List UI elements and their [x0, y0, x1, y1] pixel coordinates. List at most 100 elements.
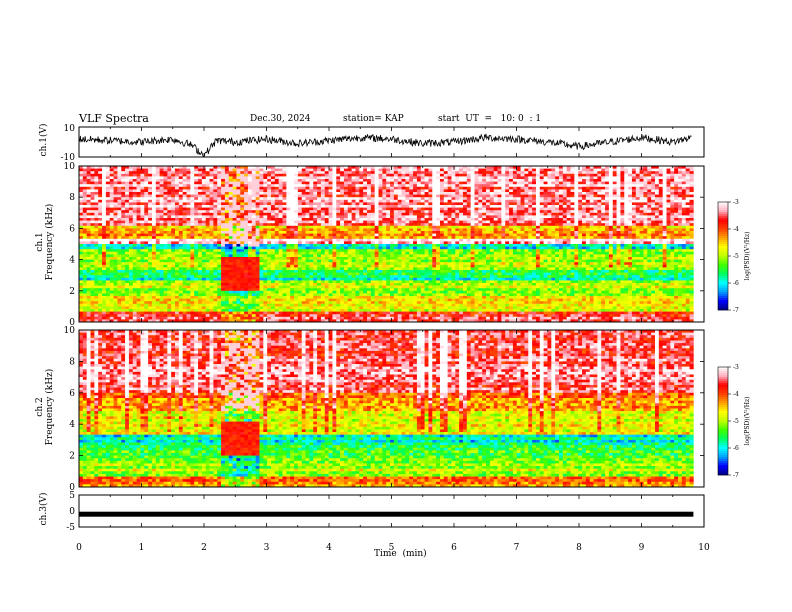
ch1-spectrogram-cell [535, 176, 541, 180]
ch1-spectrogram-cell [393, 236, 399, 240]
ch1-spectrogram-cell [631, 173, 637, 177]
ch1-spectrogram-cell [509, 192, 514, 195]
ch1-spectrogram-cell [555, 194, 560, 198]
ch1-spectrogram-cell [474, 241, 479, 245]
ch1-spectrogram-cell [524, 199, 529, 203]
ch1-spectrogram-cell [240, 168, 245, 172]
ch1-spectrogram-cell [493, 236, 498, 240]
ch1-spectrogram-cell [263, 168, 268, 172]
ch1-spectrogram-cell [194, 189, 199, 193]
ch1-spectrogram-cell [451, 194, 456, 198]
ch1-spectrogram-cell [616, 184, 621, 188]
ch1-spectrogram-cell [585, 192, 590, 195]
ch1-spectrogram-cell [489, 233, 494, 237]
ch1-spectrogram-cell [259, 241, 264, 245]
ch1-spectrogram-cell [639, 199, 644, 203]
ch1-spectrogram-cell [628, 212, 633, 216]
ch1-spectrogram-cell [466, 166, 471, 169]
ch1-spectrogram-cell [132, 207, 137, 211]
ch1-spectrogram-cell [286, 228, 291, 232]
ch1-spectrogram-cell [436, 205, 441, 208]
ch1-spectrogram-cell [416, 199, 422, 203]
ch1-spectrogram-cell [113, 233, 118, 237]
ch1-spectrogram-cell [355, 173, 360, 177]
ch1-spectrogram-cell [317, 212, 322, 216]
ch1-spectrogram-cell [351, 212, 356, 216]
ch1-spectrogram-cell [524, 241, 529, 245]
ch1-spectrogram-cell [509, 173, 514, 177]
ch1-spectrogram-cell [198, 194, 203, 198]
ch1-spectrogram-cell [374, 186, 379, 190]
ch1-spectrogram-cell [532, 176, 537, 180]
ch1-spectrogram-cell [478, 181, 483, 185]
ch1-spectrogram-cell [674, 194, 679, 198]
ch1-spectrogram-cell [628, 197, 633, 201]
ch1-spectrogram-cell [589, 171, 594, 175]
ch1-spectrogram-cell [624, 194, 629, 198]
ch1-spectrogram-cell [201, 225, 207, 229]
ch1-spectrogram-cell [267, 186, 272, 190]
ch1-spectrogram-cell [370, 186, 375, 190]
ch1-spectrogram-cell [324, 173, 329, 177]
ch1-spectrogram-cell [512, 225, 518, 229]
ch1-spectrogram-cell [198, 220, 203, 224]
ch1-spectrogram-cell [221, 223, 226, 227]
ch1-spectrogram-cell [593, 236, 598, 240]
ch1-spectrogram-cell [509, 215, 514, 219]
ch1-spectrogram-cell [274, 171, 279, 175]
ch1-spectrogram-cell [589, 228, 594, 232]
ch1-spectrogram-cell [432, 179, 437, 182]
ch1-spectrogram-cell [589, 189, 594, 193]
ch1-spectrogram-cell [551, 166, 556, 169]
ch1-spectrogram-cell [436, 207, 441, 211]
ch1-spectrogram-cell [359, 233, 364, 237]
ch1-spectrogram-cell [451, 228, 456, 232]
ch1-spectrogram-cell [374, 173, 379, 177]
ch1-spectrogram-cell [351, 179, 356, 182]
ch1-spectrogram-cell [535, 218, 541, 221]
ch1-spectrogram-cell [255, 173, 260, 177]
ch1-spectrogram-cell [462, 207, 468, 211]
ch1-spectrogram-cell [666, 179, 671, 182]
ch1-spectrogram-cell [236, 218, 241, 221]
ch1-spectrogram-cell [624, 218, 629, 221]
ch1-spectrogram-cell [424, 199, 429, 203]
ch1-spectrogram-cell [190, 233, 195, 237]
ch1-spectrogram-cell [374, 228, 379, 232]
ch1-spectrogram-cell [601, 223, 606, 227]
ch1-spectrogram-cell [405, 176, 410, 180]
ch1-spectrogram-cell [151, 166, 157, 169]
ch1-spectrogram-cell [524, 192, 529, 195]
ch1-spectrogram-cell [320, 205, 326, 208]
ch1-spectrogram-cell [662, 238, 667, 242]
ch1-spectrogram-cell [98, 173, 103, 177]
ch1-spectrogram-cell [397, 176, 402, 180]
ch1-spectrogram-cell [182, 173, 187, 177]
ch1-spectrogram-cell [194, 241, 199, 245]
ch1-spectrogram-cell [528, 215, 533, 219]
ch1-spectrogram-cell [393, 192, 399, 195]
ch1-spectrogram-cell [121, 173, 126, 177]
ch1-spectrogram-cell [175, 233, 180, 237]
ch1-spectrogram-cell [674, 197, 679, 201]
ch1-spectrogram-cell [263, 184, 268, 188]
ch1-spectrogram-cell [470, 212, 475, 216]
ch1-spectrogram-cell [466, 231, 471, 234]
ch1-spectrogram-cell [605, 241, 610, 245]
ch1-spectrogram-cell [558, 205, 564, 208]
ch1-spectrogram-cell [524, 166, 529, 169]
ch1-spectrogram-cell [213, 236, 218, 240]
ch1-spectrogram-cell [328, 231, 333, 234]
ch1-spectrogram-cell [82, 244, 87, 247]
ch1-spectrogram-cell [597, 207, 602, 211]
ch1-spectrogram-cell [420, 184, 425, 188]
ch1-spectrogram-cell [390, 228, 395, 232]
ch1-spectrogram-cell [562, 244, 567, 247]
ch1-spectrogram-cell [470, 210, 475, 214]
ch1-spectrogram-cell [86, 228, 91, 232]
ch1-spectrogram-cell [662, 199, 667, 203]
ch1-spectrogram-cell [221, 225, 226, 229]
ch1-spectrogram-cell [359, 189, 364, 193]
ch1-spectrogram-cell [175, 189, 180, 193]
ch1-spectrogram-cell [651, 225, 656, 229]
